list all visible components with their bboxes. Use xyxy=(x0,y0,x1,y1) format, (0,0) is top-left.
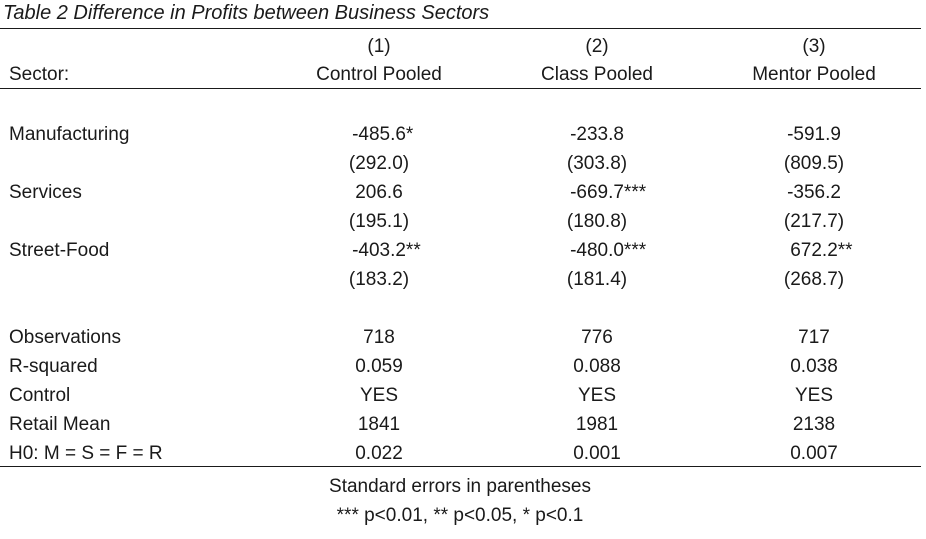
stat-cell: 0.088 xyxy=(573,356,621,377)
se-cell: (195.1) xyxy=(348,211,410,232)
se-cell: (292.0) xyxy=(348,153,410,174)
top-rule xyxy=(0,28,921,29)
row-label: Manufacturing xyxy=(9,124,130,145)
stat-cell: YES xyxy=(359,385,399,406)
coef-cell: -356.2 xyxy=(787,182,841,203)
stats-row-control: Control YES YES YES xyxy=(0,381,921,410)
se-cell: (217.7) xyxy=(783,211,845,232)
coef-cell: -403.2** xyxy=(352,240,421,261)
stat-cell: 718 xyxy=(363,327,395,348)
header-rule xyxy=(0,88,921,89)
row-label: Retail Mean xyxy=(9,414,111,435)
row-label: H0: M = S = F = R xyxy=(9,443,163,464)
stat-cell: 0.001 xyxy=(573,443,621,464)
table-row: Street-Food -403.2** -480.0*** 672.2** xyxy=(0,236,921,265)
sector-row-label: Sector: xyxy=(9,64,70,85)
stat-cell: 1841 xyxy=(357,414,401,435)
column-header-class-pooled: Class Pooled xyxy=(541,64,653,85)
coef-cell: -591.9 xyxy=(787,124,841,145)
se-cell: (268.7) xyxy=(783,269,845,290)
se-cell: (180.8) xyxy=(566,211,628,232)
coef-cell: -485.6* xyxy=(352,124,414,145)
table-title: Table 2 Difference in Profits between Bu… xyxy=(3,2,490,24)
column-number-1: (1) xyxy=(367,36,391,57)
column-number-2: (2) xyxy=(585,36,609,57)
coef-cell: 672.2** xyxy=(790,240,853,261)
stat-cell: 0.007 xyxy=(790,443,838,464)
stat-cell: 1981 xyxy=(575,414,619,435)
column-number-3: (3) xyxy=(802,36,826,57)
coef-cell: -480.0*** xyxy=(570,240,647,261)
stats-row-observations: Observations 718 776 717 xyxy=(0,323,921,352)
row-label: Services xyxy=(9,182,82,203)
stats-row-retail-mean: Retail Mean 1841 1981 2138 xyxy=(0,410,921,439)
row-label: Street-Food xyxy=(9,240,110,261)
stat-cell: 0.059 xyxy=(355,356,403,377)
coef-cell: -669.7*** xyxy=(570,182,647,203)
note-significance: *** p<0.01, ** p<0.05, * p<0.1 xyxy=(336,505,584,526)
stat-cell: YES xyxy=(794,385,834,406)
coef-cell: 206.6 xyxy=(355,182,403,203)
table-row: Manufacturing -485.6* -233.8 -591.9 xyxy=(0,120,921,149)
row-label: Control xyxy=(9,385,71,406)
se-cell: (181.4) xyxy=(566,269,628,290)
stat-cell: 717 xyxy=(798,327,830,348)
stat-cell: 0.038 xyxy=(790,356,838,377)
note-standard-errors: Standard errors in parentheses xyxy=(329,476,591,497)
column-header-control-pooled: Control Pooled xyxy=(316,64,442,85)
se-cell: (809.5) xyxy=(783,153,845,174)
stat-cell: 776 xyxy=(581,327,613,348)
table-row: Services 206.6 -669.7*** -356.2 xyxy=(0,178,921,207)
header-number-row: (1) (2) (3) xyxy=(0,32,921,61)
coef-cell: -233.8 xyxy=(570,124,624,145)
se-cell: (303.8) xyxy=(566,153,628,174)
row-label: R-squared xyxy=(9,356,98,377)
stat-cell: 2138 xyxy=(792,414,836,435)
stat-cell: 0.022 xyxy=(355,443,403,464)
table-row: (195.1) (180.8) (217.7) xyxy=(0,207,921,236)
column-header-mentor-pooled: Mentor Pooled xyxy=(752,64,876,85)
stats-row-r-squared: R-squared 0.059 0.088 0.038 xyxy=(0,352,921,381)
stat-cell: YES xyxy=(577,385,617,406)
table-row: (183.2) (181.4) (268.7) xyxy=(0,265,921,294)
header-label-row: Sector: Control Pooled Class Pooled Ment… xyxy=(0,60,921,89)
se-cell: (183.2) xyxy=(348,269,410,290)
row-label: Observations xyxy=(9,327,121,348)
stats-row-h0-test: H0: M = S = F = R 0.022 0.001 0.007 xyxy=(0,439,921,468)
table-row: (292.0) (303.8) (809.5) xyxy=(0,149,921,178)
bottom-rule xyxy=(0,466,921,467)
